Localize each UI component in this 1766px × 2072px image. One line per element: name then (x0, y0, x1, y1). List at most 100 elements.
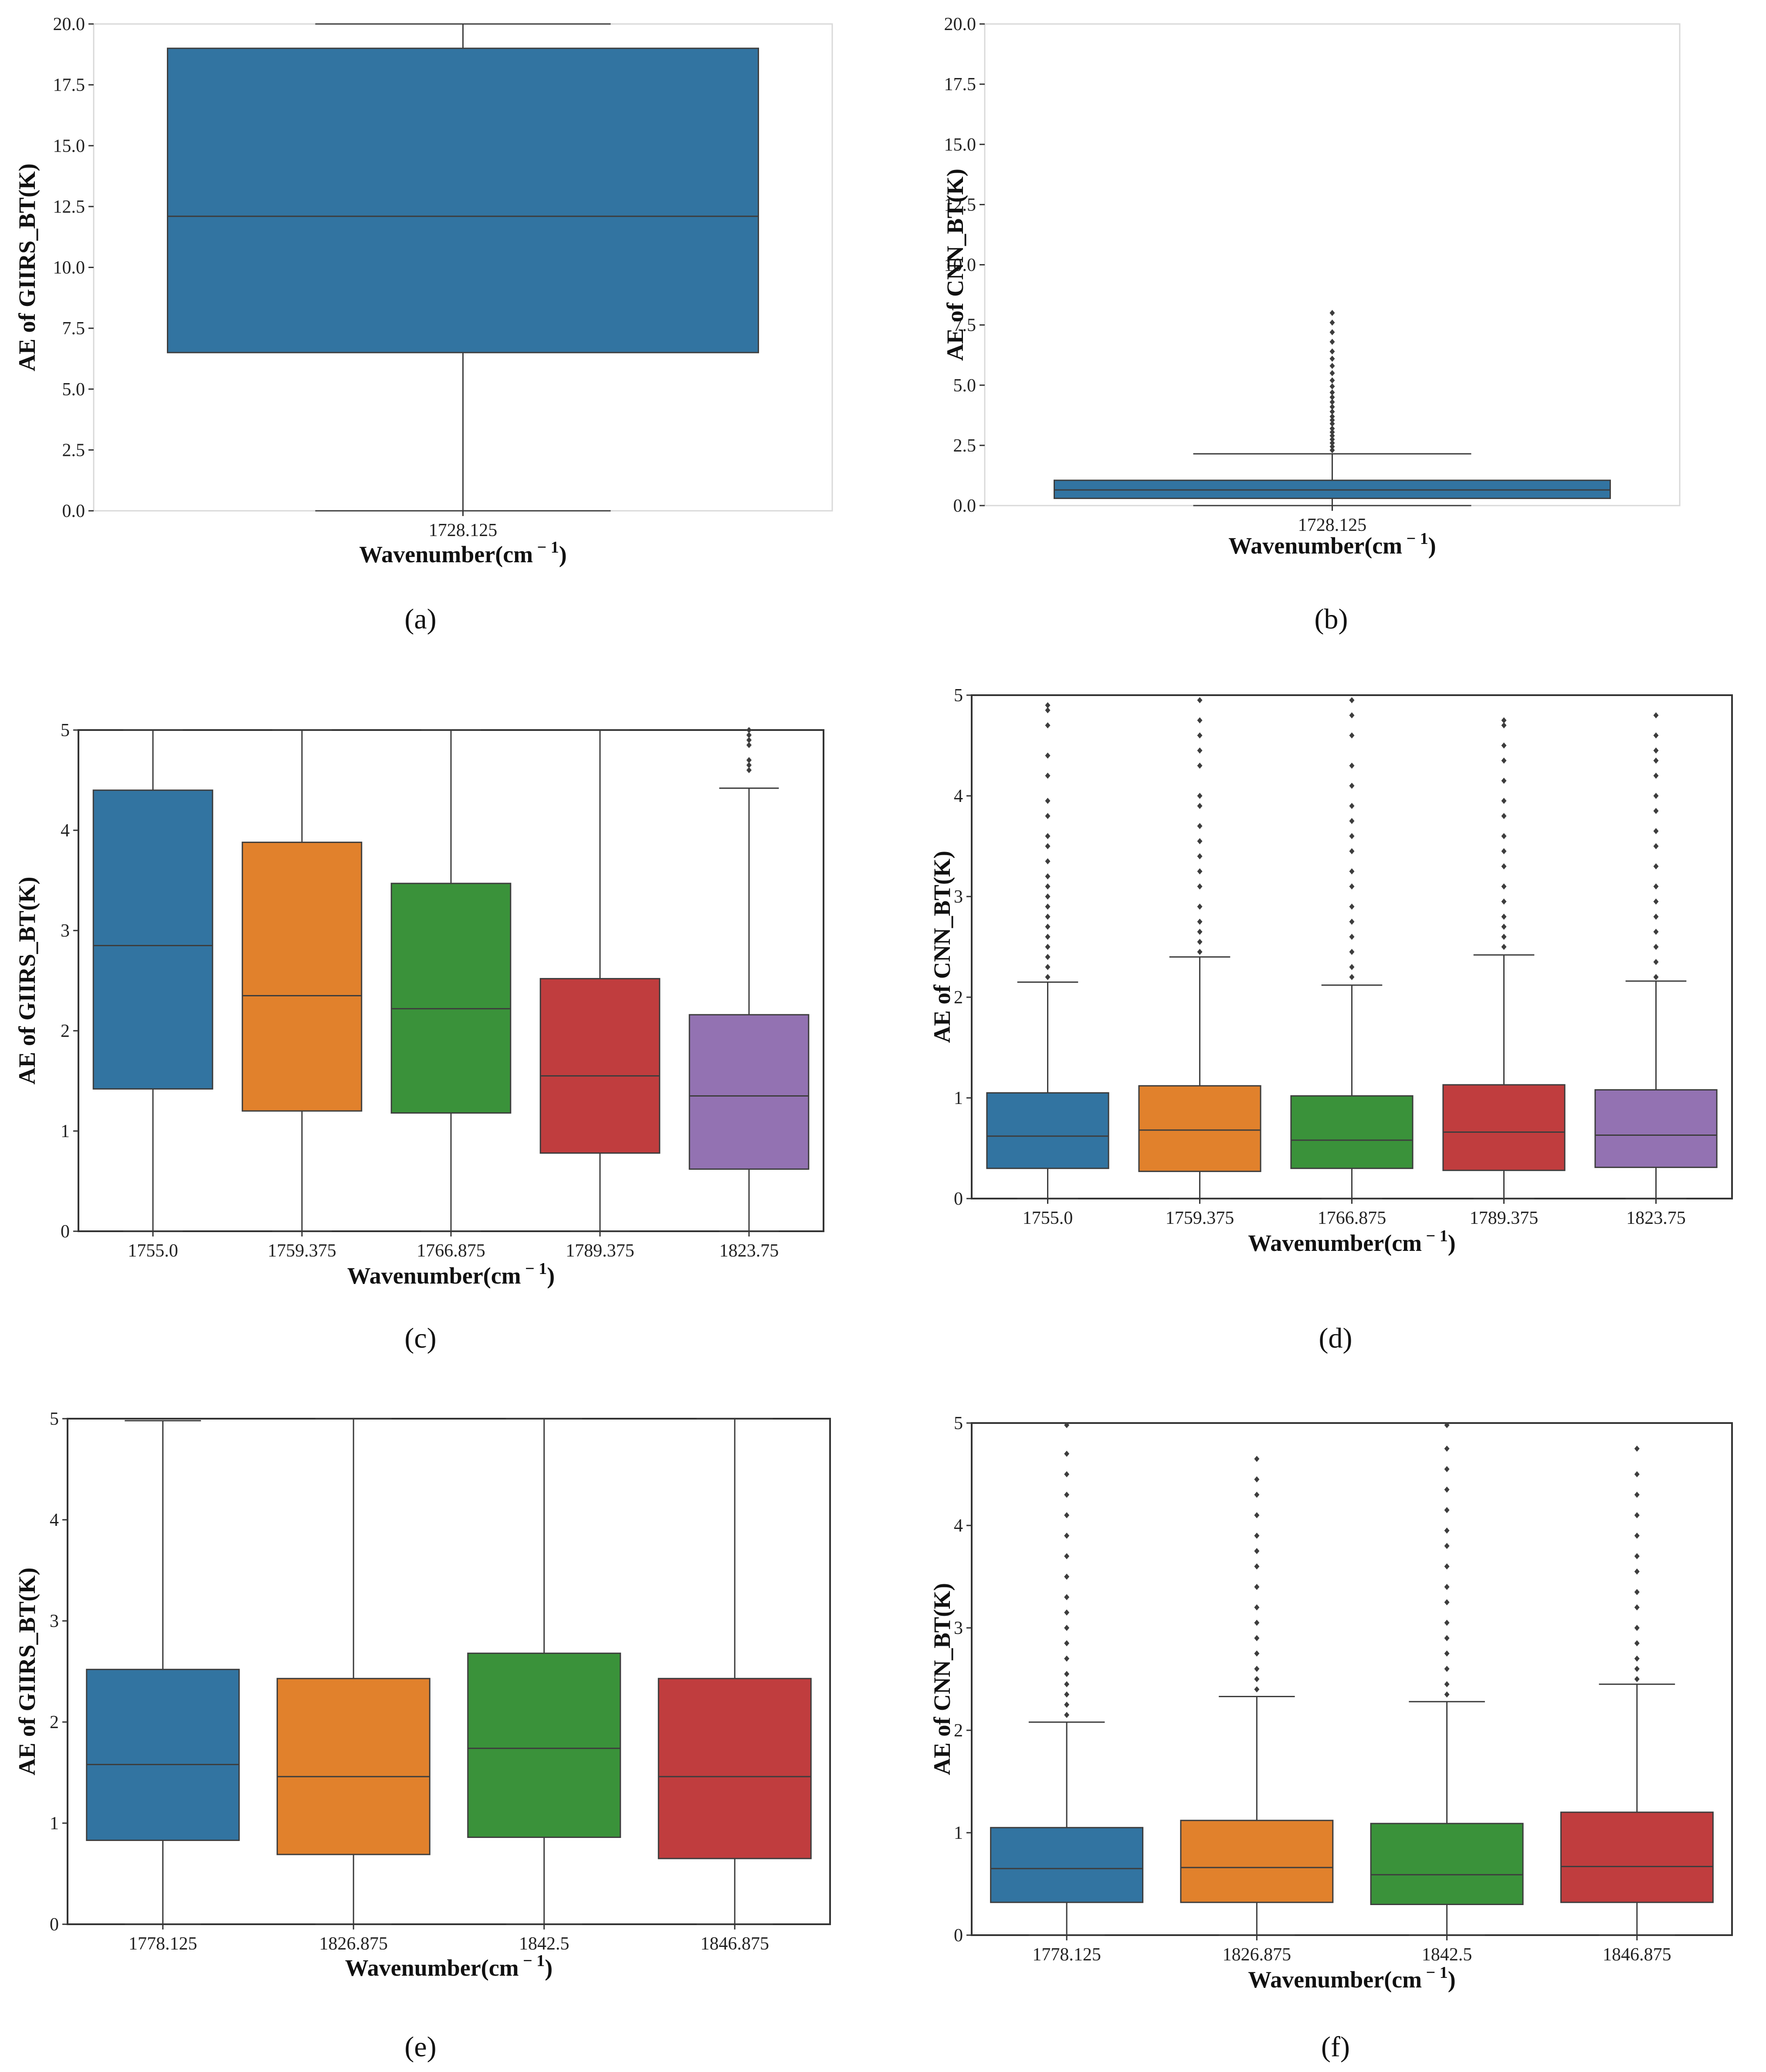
outlier-point (1197, 747, 1203, 754)
y-tick-label: 7.5 (953, 316, 976, 336)
outlier-point (1045, 904, 1051, 910)
outlier-point (1444, 1681, 1450, 1688)
outlier-point (1329, 447, 1335, 453)
outlier-point (1349, 803, 1355, 809)
chart-panel-f: 0 1 2 3 4 5 AE of CNN_BT(K) 1778.125 1826.875 184… (929, 1413, 1733, 2063)
outlier-point (1329, 413, 1335, 420)
outlier-point (1197, 803, 1203, 809)
outlier-point (1254, 1476, 1260, 1483)
outlier-point (1349, 732, 1355, 739)
box-1842.5 (467, 1418, 621, 1925)
x-tick-label: 1759.375 (268, 1241, 336, 1261)
outlier-point (1197, 793, 1203, 799)
outlier-point (1634, 1640, 1640, 1647)
y-tick-label: 1 (954, 1823, 963, 1843)
y-tick-label: 10.0 (53, 258, 85, 278)
y-tick-label: 5.0 (953, 376, 976, 396)
outlier-point (1501, 778, 1507, 784)
outlier-point (1329, 421, 1335, 427)
outlier-point (1197, 717, 1203, 724)
outlier-point (746, 762, 752, 768)
box-1823.75 (688, 727, 810, 1232)
y-tick-label: 15.0 (53, 136, 85, 156)
outlier-point (1501, 757, 1507, 764)
outlier-point (1197, 883, 1203, 890)
y-axis-label: AE of CNN_BT(K) (929, 1583, 955, 1775)
outlier-point (1197, 697, 1203, 703)
outlier-point (1501, 924, 1507, 930)
outlier-point (1329, 440, 1335, 446)
outlier-point (1254, 1650, 1260, 1657)
box-1789.375 (1442, 717, 1566, 1199)
x-tick-label: 1778.125 (129, 1934, 197, 1954)
outlier-point (1349, 868, 1355, 875)
outlier-point (1653, 974, 1659, 980)
outlier-point (1634, 1471, 1640, 1478)
outlier-point (1329, 389, 1335, 396)
outlier-point (1444, 1563, 1450, 1569)
outlier-point (1197, 762, 1203, 769)
outlier-point (1064, 1553, 1070, 1559)
outlier-point (1444, 1620, 1450, 1626)
outlier-point (746, 757, 752, 763)
outlier-point (1254, 1563, 1260, 1569)
outlier-point (1064, 1450, 1070, 1457)
outlier-point (1653, 732, 1659, 739)
outlier-point (1254, 1584, 1260, 1590)
outlier-point (1045, 772, 1051, 779)
outlier-point (1254, 1491, 1260, 1498)
outlier-point (1064, 1691, 1070, 1698)
outlier-point (1329, 383, 1335, 390)
outlier-point (1197, 823, 1203, 829)
x-tick-label: 1755.0 (128, 1241, 178, 1261)
outlier-point (1329, 443, 1335, 450)
x-tick-label: 1759.375 (1166, 1208, 1234, 1228)
box-body (241, 842, 363, 1112)
outlier-point (1329, 348, 1335, 355)
box-1826.875 (1180, 1456, 1334, 1936)
outlier-point (1634, 1589, 1640, 1595)
outlier-point (1444, 1666, 1450, 1672)
outlier-point (1064, 1491, 1070, 1498)
outlier-point (1064, 1671, 1070, 1677)
y-tick-label: 12.5 (944, 195, 976, 215)
y-tick-label: 0.0 (62, 501, 85, 521)
chart-panel-a: 0.0 2.5 5.0 7.5 10.0 12.5 15.0 17.5 20.0 AE of GI… (14, 14, 833, 635)
outlier-point (1444, 1543, 1450, 1549)
y-tick-label: 5 (954, 1413, 963, 1433)
outlier-point (1349, 697, 1355, 703)
outlier-point (1254, 1686, 1260, 1692)
y-tick-label: 2 (61, 1021, 70, 1041)
outlier-point (1501, 813, 1507, 819)
chart-panel-e: 0 1 2 3 4 5 AE of GIIRS_BT(K) 1778.125 1826.875 1… (14, 1409, 831, 2063)
outlier-point (1634, 1512, 1640, 1518)
x-tick-label: 1826.875 (1223, 1945, 1291, 1965)
outlier-point (1444, 1445, 1450, 1452)
outlier-point (1501, 898, 1507, 905)
y-tick-label: 3 (61, 921, 70, 941)
box-body (688, 1014, 810, 1170)
box-body (990, 1827, 1144, 1903)
outlier-point (1444, 1584, 1450, 1590)
outlier-point (1501, 934, 1507, 940)
outlier-point (1653, 928, 1659, 935)
outlier-point (1653, 828, 1659, 834)
outlier-point (1329, 339, 1335, 345)
y-tick-label: 1 (50, 1814, 59, 1834)
box-1823.75 (1594, 712, 1718, 1199)
outlier-point (1444, 1466, 1450, 1472)
outlier-point (1444, 1650, 1450, 1657)
box-1826.875 (276, 1418, 430, 1925)
y-tick-label: 1 (954, 1088, 963, 1108)
outlier-point (746, 727, 752, 733)
outlier-point (1653, 793, 1659, 799)
outlier-point (1349, 964, 1355, 970)
outlier-point (1349, 782, 1355, 789)
box-1778.125 (990, 1422, 1144, 1936)
outlier-point (1501, 848, 1507, 855)
x-tick-label: 1728.125 (429, 520, 498, 540)
y-tick-label: 4 (50, 1510, 59, 1530)
outlier-point (1045, 954, 1051, 960)
outlier-point (1653, 914, 1659, 920)
box-body (658, 1678, 812, 1859)
